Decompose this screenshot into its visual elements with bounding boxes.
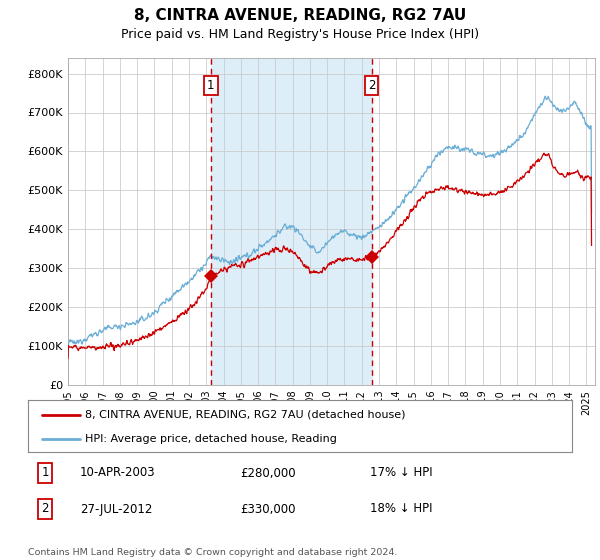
Text: 8, CINTRA AVENUE, READING, RG2 7AU: 8, CINTRA AVENUE, READING, RG2 7AU xyxy=(134,8,466,23)
Text: 2: 2 xyxy=(41,502,49,516)
Text: Price paid vs. HM Land Registry's House Price Index (HPI): Price paid vs. HM Land Registry's House … xyxy=(121,28,479,41)
Text: 17% ↓ HPI: 17% ↓ HPI xyxy=(370,466,433,479)
Bar xyxy=(211,58,371,385)
Text: 1: 1 xyxy=(207,80,215,92)
Text: 10-APR-2003: 10-APR-2003 xyxy=(80,466,155,479)
Text: Contains HM Land Registry data © Crown copyright and database right 2024.
This d: Contains HM Land Registry data © Crown c… xyxy=(28,548,397,560)
Text: 18% ↓ HPI: 18% ↓ HPI xyxy=(370,502,433,516)
Text: 1: 1 xyxy=(41,466,49,479)
Text: 2: 2 xyxy=(368,80,376,92)
Text: £280,000: £280,000 xyxy=(240,466,296,479)
Text: HPI: Average price, detached house, Reading: HPI: Average price, detached house, Read… xyxy=(85,434,337,444)
Text: 8, CINTRA AVENUE, READING, RG2 7AU (detached house): 8, CINTRA AVENUE, READING, RG2 7AU (deta… xyxy=(85,409,406,419)
Text: £330,000: £330,000 xyxy=(240,502,296,516)
Text: 27-JUL-2012: 27-JUL-2012 xyxy=(80,502,152,516)
